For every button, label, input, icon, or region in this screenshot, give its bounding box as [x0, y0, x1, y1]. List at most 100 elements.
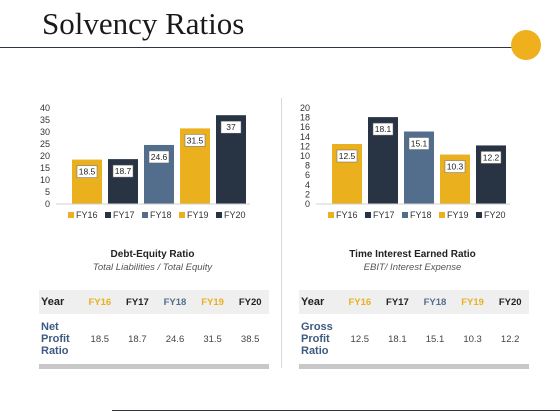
data-label: 24.6 — [151, 152, 168, 162]
table-cell: 10.3 — [463, 333, 482, 345]
legend-swatch — [476, 212, 482, 218]
legend-label: FY16 — [336, 210, 358, 220]
legend-label: FY16 — [76, 210, 98, 220]
table-header-cell: FY17 — [126, 296, 149, 308]
chart-subtitle: Total Liabilities / Total Equity — [92, 262, 213, 273]
legend-label: FY17 — [373, 210, 395, 220]
data-label-box — [444, 160, 466, 173]
legend-swatch — [402, 212, 408, 218]
section-divider — [281, 98, 282, 368]
data-label-box — [76, 165, 98, 178]
y-tick-label: 30 — [40, 127, 50, 137]
y-tick-label: 4 — [305, 180, 310, 190]
table-cell: 12.5 — [350, 333, 370, 345]
y-tick-label: 0 — [45, 199, 50, 209]
table-row-label: Net Profit Ratio — [41, 321, 70, 357]
data-label: 12.2 — [483, 152, 500, 162]
table-cell: 12.2 — [500, 333, 520, 345]
table-cell: 18.5 — [90, 333, 110, 345]
table-header-cell: FY17 — [386, 296, 409, 308]
data-label: 12.5 — [339, 151, 356, 161]
data-label-box — [184, 134, 206, 147]
debt-equity-chart: 0 5 10 15 20 25 30 35 40 18.5 18.7 24.6 31.5 37 FY16 FY… — [40, 103, 250, 220]
y-tick-label: 16 — [300, 122, 310, 132]
page-title: Solvency Ratios — [42, 6, 245, 41]
table-header-label: Year — [41, 296, 65, 308]
legend-label: FY17 — [113, 210, 135, 220]
table-header-cell: FY19 — [461, 296, 484, 308]
y-tick-label: 2 — [305, 189, 310, 199]
table-header-cell: FY20 — [498, 296, 522, 308]
table-cell: 18.7 — [128, 333, 147, 345]
y-tick-label: 25 — [40, 139, 50, 149]
table-header-cell: FY18 — [423, 296, 447, 308]
data-label-box — [336, 149, 358, 163]
table-cell: 15.1 — [425, 333, 445, 345]
legend-swatch — [216, 212, 222, 218]
data-label: 15.1 — [411, 139, 428, 149]
legend-swatch — [68, 212, 74, 218]
table-cell: 18.1 — [388, 333, 407, 345]
data-label: 37 — [226, 122, 236, 132]
chart-subtitle: EBIT/ Interest Expense — [363, 262, 462, 273]
table-header-row: Year FY16 FY17 FY18 FY19 FY20 — [39, 290, 269, 314]
legend-label: FY18 — [410, 210, 432, 220]
legend-label: FY18 — [150, 210, 172, 220]
y-tick-label: 8 — [305, 161, 310, 171]
y-tick-label: 10 — [40, 175, 50, 185]
y-tick-label: 18 — [300, 113, 310, 123]
legend-label: FY20 — [484, 210, 506, 220]
table-row: Gross Profit Ratio 12.5 18.1 15.1 10.3 1… — [299, 314, 529, 369]
y-tick-label: 12 — [300, 141, 310, 151]
table-cell: 31.5 — [203, 333, 222, 345]
table-header-cell: FY16 — [88, 296, 112, 308]
table-header-cell: FY16 — [348, 296, 372, 308]
gross-profit-table: Year FY16 FY17 FY18 FY19 FY20 Gross Prof… — [299, 290, 529, 369]
y-tick-label: 20 — [300, 103, 310, 113]
y-tick-label: 35 — [40, 115, 50, 125]
footer-rule — [112, 410, 560, 411]
legend-swatch — [105, 212, 111, 218]
y-tick-label: 14 — [300, 132, 310, 142]
table-cell: 38.5 — [240, 333, 260, 345]
legend-label: FY20 — [224, 210, 246, 220]
net-profit-table: Year FY16 FY17 FY18 FY19 FY20 Net Profit… — [39, 290, 269, 369]
table-header-cell: FY20 — [238, 296, 262, 308]
data-label-box — [148, 150, 170, 164]
y-tick-label: 6 — [305, 170, 310, 180]
title-rule — [0, 47, 512, 48]
legend-label: FY19 — [187, 210, 209, 220]
data-label-box — [112, 164, 134, 178]
data-label: 18.7 — [115, 166, 132, 176]
legend-swatch — [365, 212, 371, 218]
data-label: 10.3 — [447, 162, 464, 172]
table-row-label: Gross Profit Ratio — [301, 321, 333, 357]
data-label: 31.5 — [187, 135, 204, 145]
y-tick-label: 5 — [45, 187, 50, 197]
y-tick-label: 10 — [300, 151, 310, 161]
table-header-label: Year — [301, 296, 325, 308]
chart-title: Time Interest Earned Ratio — [349, 249, 476, 260]
legend-swatch — [439, 212, 445, 218]
legend-swatch — [179, 212, 185, 218]
table-header-row: Year FY16 FY17 FY18 FY19 FY20 — [299, 290, 529, 314]
legend-swatch — [328, 212, 334, 218]
accent-dot — [511, 30, 541, 60]
table-row: Net Profit Ratio 18.5 18.7 24.6 31.5 38.… — [39, 314, 269, 369]
table-cell: 24.6 — [165, 333, 185, 345]
data-label-box — [220, 120, 242, 134]
legend-label: FY19 — [447, 210, 469, 220]
y-tick-label: 0 — [305, 199, 310, 209]
chart-title: Debt-Equity Ratio — [110, 249, 195, 260]
y-tick-label: 40 — [40, 103, 50, 113]
data-label-box — [372, 122, 394, 136]
data-label-box — [480, 151, 502, 164]
data-label: 18.5 — [79, 167, 96, 177]
legend-swatch — [142, 212, 148, 218]
y-tick-label: 20 — [40, 151, 50, 161]
table-header-cell: FY19 — [201, 296, 224, 308]
data-label-box — [408, 137, 430, 150]
data-label: 18.1 — [375, 124, 392, 134]
y-tick-label: 15 — [40, 163, 50, 173]
